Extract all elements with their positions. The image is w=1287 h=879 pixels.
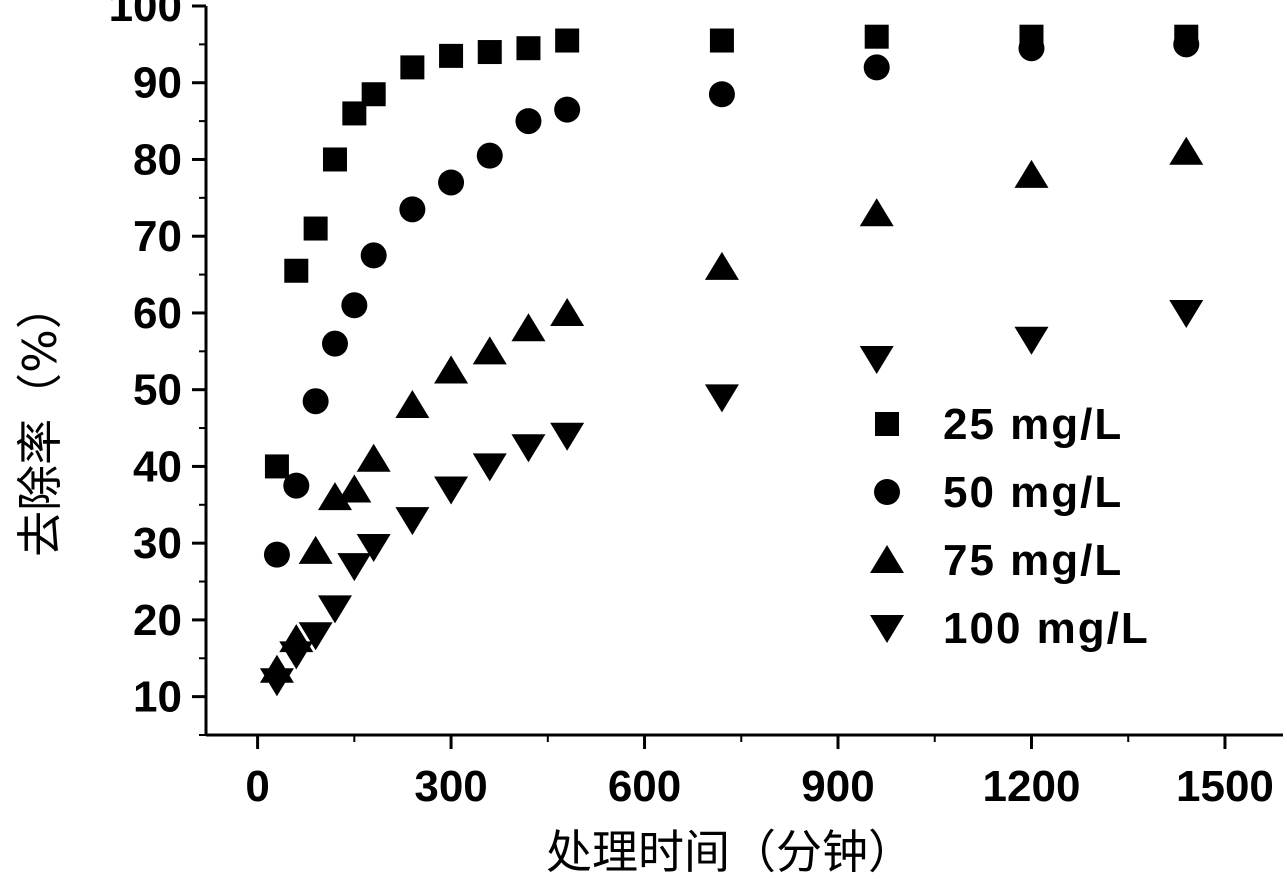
data-point (555, 28, 580, 53)
data-point (1018, 35, 1045, 62)
y-tick-label: 60 (133, 289, 182, 338)
x-tick-label: 0 (245, 762, 269, 811)
x-axis-title: 处理时间（分钟） (546, 825, 914, 879)
series-1 (264, 24, 1199, 479)
legend-marker (870, 615, 904, 643)
data-point (515, 108, 542, 135)
data-point (361, 82, 386, 107)
data-point (511, 313, 546, 342)
data-point (337, 553, 372, 582)
data-point (550, 422, 585, 451)
data-point (298, 622, 333, 651)
data-point (341, 292, 368, 319)
data-point (395, 507, 430, 536)
data-point (356, 443, 391, 472)
series-4 (259, 299, 1204, 697)
data-point (1014, 326, 1049, 355)
data-point (477, 40, 502, 65)
y-axis-title: 去除率（%） (13, 283, 67, 557)
x-tick-label: 900 (801, 762, 874, 811)
data-point (863, 54, 890, 81)
data-point (516, 36, 541, 61)
data-point (708, 81, 735, 108)
y-tick-label: 20 (133, 596, 182, 645)
legend-item: 75 mg/L (870, 536, 1123, 585)
legend-label: 75 mg/L (943, 536, 1123, 585)
data-point (434, 476, 469, 505)
data-point (864, 24, 889, 49)
y-tick-label: 80 (133, 135, 182, 184)
data-point (283, 472, 310, 499)
y-tick-label: 10 (133, 673, 182, 722)
data-point (1014, 159, 1049, 188)
axes (192, 4, 1283, 749)
legend-label: 50 mg/L (943, 468, 1123, 517)
data-point (303, 216, 328, 241)
x-tick-label: 1500 (1176, 762, 1274, 811)
y-tick-label: 40 (133, 442, 182, 491)
data-point (550, 297, 585, 326)
legend-label: 25 mg/L (943, 400, 1123, 449)
data-point (399, 196, 426, 223)
x-tick-label: 1200 (983, 762, 1081, 811)
legend-item: 25 mg/L (875, 400, 1123, 449)
legend: 25 mg/L 50 mg/L 75 mg/L 100 mg/L (870, 400, 1150, 653)
data-point (438, 169, 465, 196)
data-point (259, 668, 294, 697)
legend-item: 100 mg/L (870, 604, 1150, 653)
data-point (1169, 136, 1204, 165)
y-tick-label: 50 (133, 366, 182, 415)
data-point (1169, 299, 1204, 328)
x-tick-label: 600 (608, 762, 681, 811)
y-tick-label: 90 (133, 59, 182, 108)
data-point (472, 336, 507, 365)
y-tick-label: 30 (133, 519, 182, 568)
legend-marker (875, 412, 899, 436)
legend-marker (870, 545, 904, 573)
data-point (439, 43, 464, 68)
data-point (511, 434, 546, 463)
legend-label: 100 mg/L (943, 604, 1150, 653)
data-point (298, 535, 333, 564)
legend-item: 50 mg/L (874, 468, 1123, 517)
data-point (1173, 31, 1200, 58)
data-point (472, 453, 507, 482)
data-point (434, 355, 469, 384)
data-point (395, 390, 430, 419)
series-2 (263, 31, 1200, 568)
data-point (859, 198, 894, 227)
y-tick-label: 100 (109, 0, 182, 31)
data-point (317, 595, 352, 624)
data-point (704, 251, 739, 280)
data-point (554, 96, 581, 123)
data-point (356, 533, 391, 562)
data-point (337, 474, 372, 503)
y-tick-labels: 10 20 30 40 50 60 70 80 90 100 (109, 0, 182, 722)
data-point (264, 454, 289, 479)
data-point (400, 55, 425, 80)
data-point (322, 147, 347, 172)
data-point (279, 641, 314, 670)
data-point (263, 541, 290, 568)
data-point (704, 384, 739, 413)
x-tick-labels: 0 300 600 900 1200 1500 (245, 762, 1274, 811)
data-point (317, 482, 352, 511)
data-point (709, 28, 734, 53)
data-point (321, 330, 348, 357)
data-point (284, 258, 309, 283)
data-point (859, 345, 894, 374)
data-point (476, 142, 503, 169)
data-point (302, 388, 329, 415)
data-markers (259, 24, 1204, 697)
y-tick-label: 70 (133, 212, 182, 261)
x-tick-label: 300 (414, 762, 487, 811)
data-point (360, 242, 387, 269)
legend-marker (874, 479, 900, 505)
